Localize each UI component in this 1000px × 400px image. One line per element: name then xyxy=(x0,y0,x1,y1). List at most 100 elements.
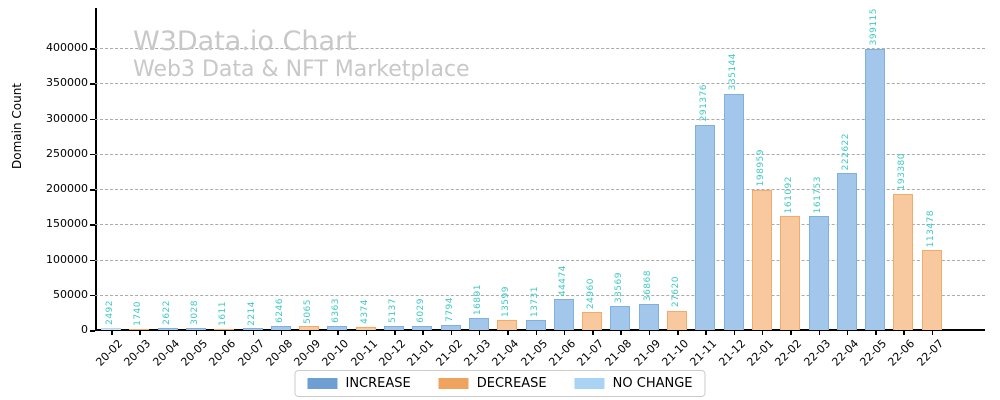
bar-value-label: 161753 xyxy=(812,175,823,213)
gridline xyxy=(95,83,985,85)
bar-21-03 xyxy=(468,318,489,330)
x-tick-label: 21-10 xyxy=(659,337,692,369)
bar-value-label: 2622 xyxy=(161,300,172,326)
bar-21-05 xyxy=(525,320,546,330)
y-tick-label: 200000 xyxy=(46,182,88,195)
no-change-swatch-icon xyxy=(574,378,605,389)
x-tick-label: 21-06 xyxy=(546,337,578,369)
x-tick-label: 20-08 xyxy=(263,337,295,369)
x-tick-label: 20-04 xyxy=(149,337,182,369)
bar-21-10 xyxy=(667,310,687,330)
bar-20-09 xyxy=(299,326,320,330)
x-tick-label: 21-03 xyxy=(461,337,494,369)
x-tick-label: 22-07 xyxy=(914,337,946,369)
bar-value-label: 1611 xyxy=(218,300,229,326)
x-tick-label: 22-01 xyxy=(744,337,777,369)
y-tick-label: 50000 xyxy=(53,287,88,301)
bar-value-label: 24960 xyxy=(586,278,597,310)
y-tick-label: 300000 xyxy=(46,111,88,125)
bar-value-label: 36868 xyxy=(642,269,653,302)
bar-value-label: 5065 xyxy=(303,298,314,324)
bar-value-label: 291376 xyxy=(699,84,710,122)
x-tick-label: 22-06 xyxy=(885,337,918,369)
bar-22-02 xyxy=(780,216,801,330)
bar-21-04 xyxy=(497,320,518,330)
gridline xyxy=(95,118,985,120)
x-tick-mark xyxy=(478,330,481,335)
x-tick-mark xyxy=(252,330,254,335)
bar-20-10 xyxy=(327,325,348,330)
y-tick-mark xyxy=(89,153,95,156)
bar-value-label: 193380 xyxy=(897,153,908,191)
x-tick-label: 20-12 xyxy=(376,337,409,369)
bar-22-07 xyxy=(921,250,942,330)
x-tick-mark xyxy=(507,330,509,335)
x-tick-mark xyxy=(394,330,396,335)
x-tick-label: 22-05 xyxy=(857,337,890,369)
x-tick-mark xyxy=(620,330,622,335)
x-tick-label: 22-02 xyxy=(772,337,805,369)
bar-20-03 xyxy=(129,328,150,330)
x-tick-mark xyxy=(111,330,113,335)
bar-value-label: 5137 xyxy=(388,298,398,324)
x-tick-mark xyxy=(733,330,736,335)
x-tick-mark xyxy=(563,330,566,335)
legend-item-no-change: NO CHANGE xyxy=(574,376,693,391)
gridline xyxy=(95,294,985,296)
bar-value-label: 2492 xyxy=(105,300,115,326)
x-tick-label: 20-11 xyxy=(348,337,380,369)
x-tick-mark xyxy=(875,330,877,335)
x-tick-mark xyxy=(648,330,651,335)
bar-21-01 xyxy=(412,325,433,330)
y-tick-mark xyxy=(89,48,95,50)
x-tick-label: 20-06 xyxy=(206,337,239,369)
y-tick-mark xyxy=(89,83,95,85)
bar-21-09 xyxy=(638,304,659,330)
bar-value-label: 6246 xyxy=(274,297,285,323)
bar-value-label: 33569 xyxy=(614,272,625,304)
x-tick-label: 22-03 xyxy=(800,337,833,369)
bar-20-06 xyxy=(214,328,235,330)
bar-21-07 xyxy=(582,312,603,330)
bar-value-label: 6363 xyxy=(331,297,342,323)
x-tick-mark xyxy=(365,330,368,335)
x-tick-mark xyxy=(592,330,594,335)
y-tick-label: 400000 xyxy=(46,41,88,54)
bar-21-12 xyxy=(723,93,744,330)
x-tick-mark xyxy=(818,330,820,335)
y-tick-mark xyxy=(89,189,95,191)
bar-21-02 xyxy=(440,324,461,330)
x-tick-label: 21-05 xyxy=(517,337,550,369)
bar-value-label: 4374 xyxy=(359,299,370,324)
x-tick-label: 20-02 xyxy=(93,337,126,369)
bar-value-label: 44474 xyxy=(557,264,568,296)
bar-22-06 xyxy=(893,193,914,330)
legend: INCREASE DECREASE NO CHANGE xyxy=(294,370,706,397)
x-tick-label: 21-04 xyxy=(489,337,522,369)
gridline xyxy=(95,153,985,155)
x-tick-mark xyxy=(535,330,537,335)
bar-value-label: 6029 xyxy=(416,297,427,323)
bar-20-11 xyxy=(355,326,376,330)
x-tick-mark xyxy=(931,330,934,335)
bar-value-label: 13731 xyxy=(529,286,540,318)
x-tick-label: 20-03 xyxy=(121,337,154,369)
bar-22-04 xyxy=(836,173,857,330)
bar-20-05 xyxy=(185,327,206,330)
x-tick-mark xyxy=(705,330,707,335)
x-tick-mark xyxy=(280,330,283,335)
y-tick-mark xyxy=(89,224,95,226)
y-tick-mark xyxy=(89,330,95,332)
y-tick-label: 350000 xyxy=(46,76,88,90)
bar-value-label: 13599 xyxy=(501,286,512,318)
x-tick-label: 21-02 xyxy=(432,337,465,369)
x-tick-mark xyxy=(195,330,198,335)
x-tick-mark xyxy=(450,330,453,335)
x-tick-label: 20-05 xyxy=(178,337,211,369)
bar-value-label: 335144 xyxy=(727,53,738,91)
bar-value-label: 2214 xyxy=(246,300,257,326)
x-tick-mark xyxy=(846,330,849,335)
bar-22-03 xyxy=(808,215,829,330)
bar-20-04 xyxy=(157,328,178,330)
x-tick-label: 21-01 xyxy=(404,337,437,369)
